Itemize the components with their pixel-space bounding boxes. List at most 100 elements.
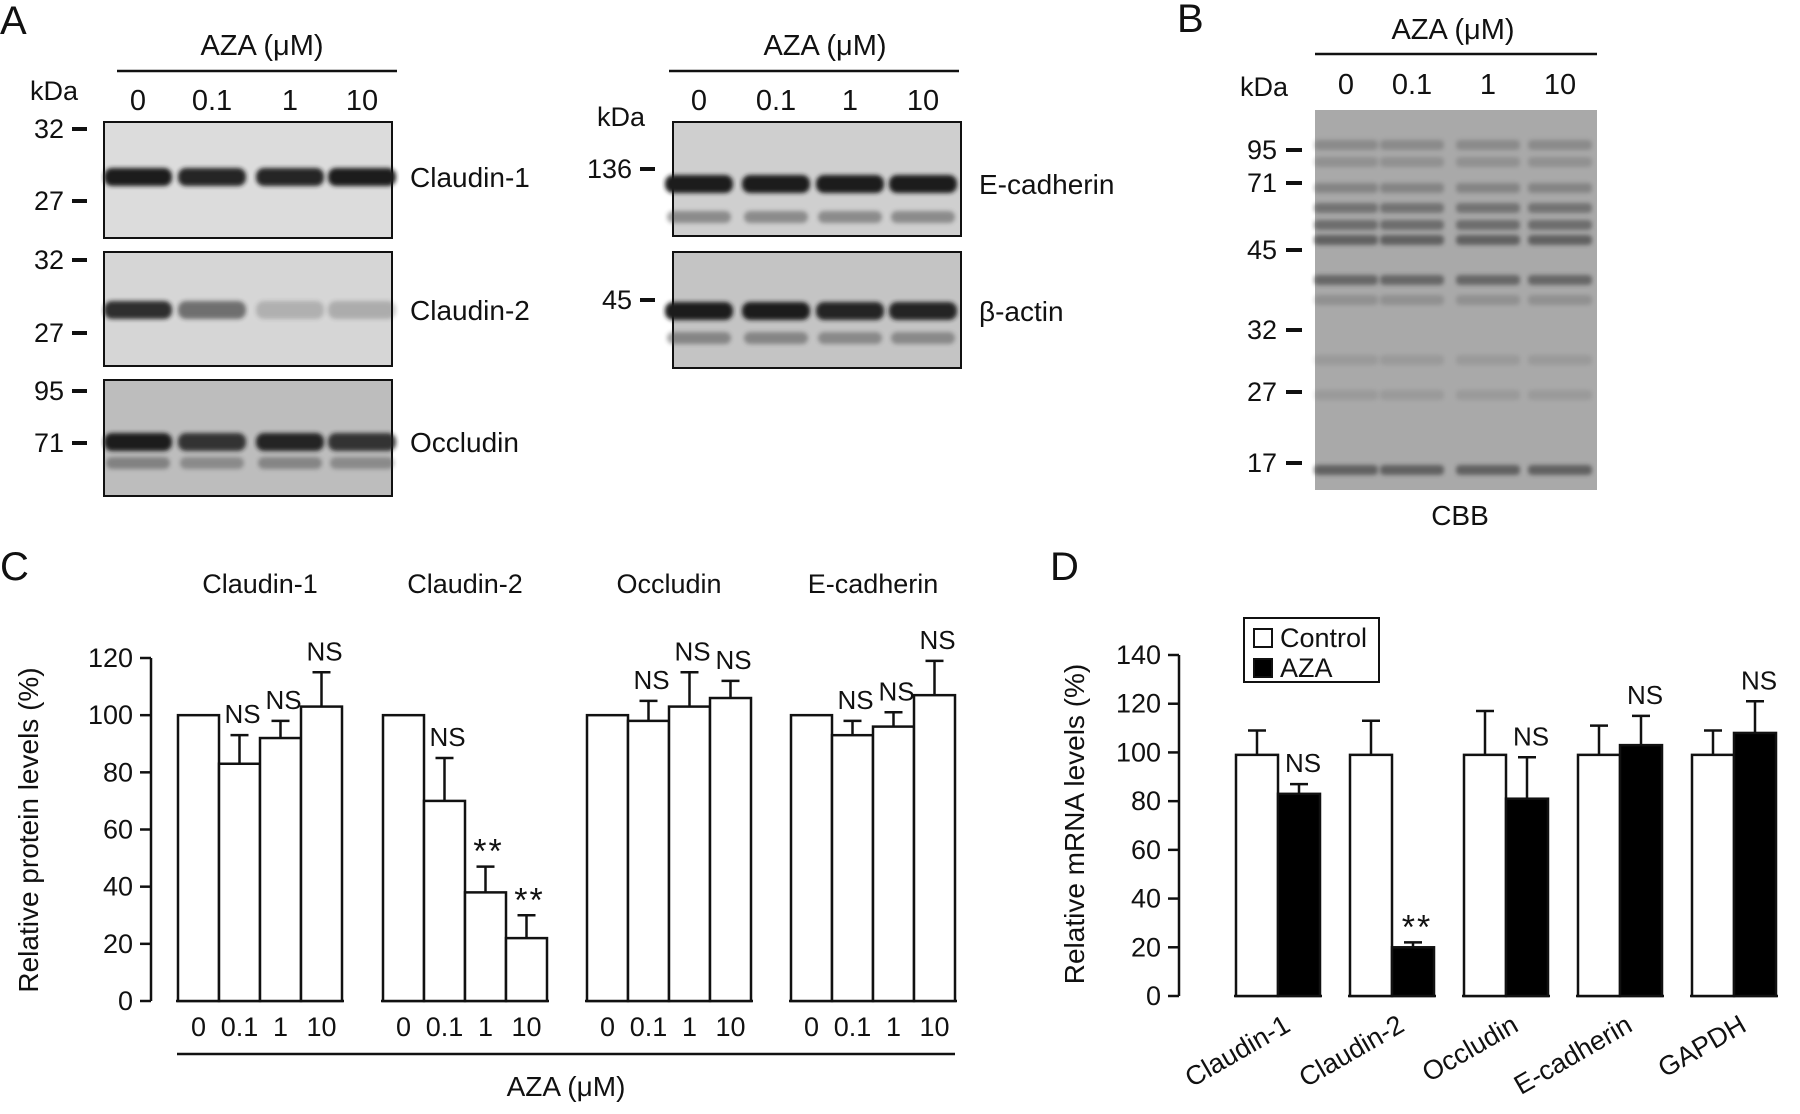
bar-e-cadherin-10 bbox=[912, 693, 957, 1003]
band-secondary bbox=[258, 457, 322, 469]
gel-band bbox=[1380, 183, 1444, 193]
group-claudin-1: NS Claudin-1 bbox=[1180, 729, 1322, 1093]
x-tick-label: 0 bbox=[191, 1012, 206, 1042]
blot-actin: 45 β-actin bbox=[602, 251, 1064, 369]
gel-band bbox=[1456, 203, 1520, 213]
gel-band bbox=[1528, 220, 1592, 230]
y-tick-label: 100 bbox=[88, 700, 133, 730]
group-claudin-2: Claudin-2 0 NS 0.1 ** 1 ** 10 bbox=[381, 569, 549, 1042]
band bbox=[256, 168, 324, 186]
gel-band bbox=[1380, 465, 1444, 475]
band-secondary bbox=[818, 332, 882, 344]
x-tick-label: 0.1 bbox=[834, 1012, 872, 1042]
bar-occludin-aza bbox=[1504, 797, 1550, 998]
band bbox=[665, 175, 733, 193]
gel-band bbox=[1314, 183, 1378, 193]
x-tick-label: E-cadherin bbox=[1509, 1009, 1637, 1100]
bar-e-cadherin-0-1 bbox=[830, 733, 875, 1003]
gel-band bbox=[1314, 157, 1378, 167]
marker-71: 71 bbox=[34, 428, 64, 458]
panel-a-right-kda: kDa bbox=[597, 102, 646, 132]
y-tick-label: 40 bbox=[1131, 884, 1161, 914]
bar-claudin-1-control bbox=[1234, 753, 1280, 998]
bar-claudin-1-0-1 bbox=[217, 762, 262, 1003]
ns-mark: NS bbox=[1285, 748, 1321, 778]
band bbox=[328, 433, 396, 451]
band bbox=[889, 302, 957, 320]
marker-45: 45 bbox=[602, 285, 632, 315]
group-e-cadherin: E-cadherin 0 NS 0.1 NS 1 NS 10 bbox=[789, 569, 957, 1042]
group-claudin-1: Claudin-1 0 NS 0.1 NS 1 NS 10 bbox=[176, 569, 344, 1042]
gel-band bbox=[1456, 275, 1520, 285]
band-secondary bbox=[744, 211, 808, 223]
ns-mark: NS bbox=[837, 685, 873, 715]
marker-32: 32 bbox=[1247, 315, 1277, 345]
gel-band bbox=[1380, 157, 1444, 167]
lane-label-0-1: 0.1 bbox=[1392, 69, 1432, 101]
bar-gapdh-aza bbox=[1732, 731, 1778, 998]
band bbox=[665, 302, 733, 320]
blot-label-e-cadherin: E-cadherin bbox=[979, 169, 1114, 200]
significance-mark: ** bbox=[473, 833, 503, 871]
band bbox=[816, 175, 884, 193]
marker-95: 95 bbox=[1247, 135, 1277, 165]
gel-band bbox=[1456, 157, 1520, 167]
y-tick-label: 20 bbox=[1131, 932, 1161, 962]
panel-a-left: AZA (μM) kDa 0 0.1 1 10 32 27 Claudin-1 32 27 Cl… bbox=[30, 30, 530, 497]
band bbox=[328, 301, 396, 319]
marker-17: 17 bbox=[1247, 448, 1277, 478]
gel-band bbox=[1528, 203, 1592, 213]
panel-a-right-blots: 136 E-cadherin 45 β-actin bbox=[587, 121, 1114, 369]
blot-claudin-2: 32 27 Claudin-2 bbox=[34, 245, 530, 367]
band bbox=[328, 168, 396, 186]
x-tick-label: 1 bbox=[886, 1012, 901, 1042]
panel-a-right: AZA (μM) kDa 0 0.1 1 10 136 E-cadherin 45 β-ac… bbox=[587, 30, 1114, 369]
gel-band bbox=[1314, 140, 1378, 150]
gel-band bbox=[1528, 275, 1592, 285]
gel-band bbox=[1528, 390, 1592, 400]
gel-band bbox=[1380, 220, 1444, 230]
ns-mark: NS bbox=[919, 625, 955, 655]
gel-band bbox=[1380, 203, 1444, 213]
gel-band bbox=[1314, 220, 1378, 230]
bar-claudin-1-0 bbox=[176, 713, 221, 1003]
lane-label-0: 0 bbox=[130, 85, 146, 117]
marker-95: 95 bbox=[34, 376, 64, 406]
x-tick-label: Claudin-2 bbox=[1294, 1009, 1409, 1093]
gel-band bbox=[1314, 355, 1378, 365]
marker-27: 27 bbox=[34, 318, 64, 348]
group-title: E-cadherin bbox=[808, 569, 939, 599]
legend-label-control: Control bbox=[1280, 623, 1367, 653]
gel-band bbox=[1456, 183, 1520, 193]
x-tick-label: 0 bbox=[396, 1012, 411, 1042]
gel-band bbox=[1456, 355, 1520, 365]
band bbox=[104, 433, 172, 451]
blot-label-actin: β-actin bbox=[979, 296, 1064, 327]
band bbox=[178, 433, 246, 451]
lane-label-0-1: 0.1 bbox=[192, 85, 232, 117]
bar-claudin-2-1 bbox=[463, 891, 508, 1003]
gel-band bbox=[1456, 235, 1520, 245]
blot-label-claudin-2: Claudin-2 bbox=[410, 295, 530, 326]
bar-gapdh-control bbox=[1690, 753, 1736, 998]
gel-band bbox=[1314, 275, 1378, 285]
bar-claudin-2-0 bbox=[381, 713, 426, 1003]
y-tick-label: 60 bbox=[103, 815, 133, 845]
marker-136: 136 bbox=[587, 154, 632, 184]
x-axis-label: AZA (μM) bbox=[507, 1071, 626, 1102]
bar-claudin-1-10 bbox=[299, 705, 344, 1003]
gel-band bbox=[1380, 235, 1444, 245]
panel-a-left-blots: 32 27 Claudin-1 32 27 Claudin-2 95 71 Occludin bbox=[34, 114, 530, 497]
gel-band bbox=[1380, 295, 1444, 305]
ns-mark: NS bbox=[224, 699, 260, 729]
significance-mark: ** bbox=[1402, 908, 1432, 946]
panel-b-gel bbox=[1314, 110, 1597, 490]
group-occludin: NS Occludin bbox=[1417, 709, 1550, 1088]
marker-32: 32 bbox=[34, 245, 64, 275]
x-tick-label: 0.1 bbox=[426, 1012, 464, 1042]
panel-b-kda: kDa bbox=[1240, 72, 1289, 102]
panel-b-header: AZA (μM) bbox=[1391, 14, 1514, 46]
x-tick-label: GAPDH bbox=[1653, 1009, 1751, 1083]
